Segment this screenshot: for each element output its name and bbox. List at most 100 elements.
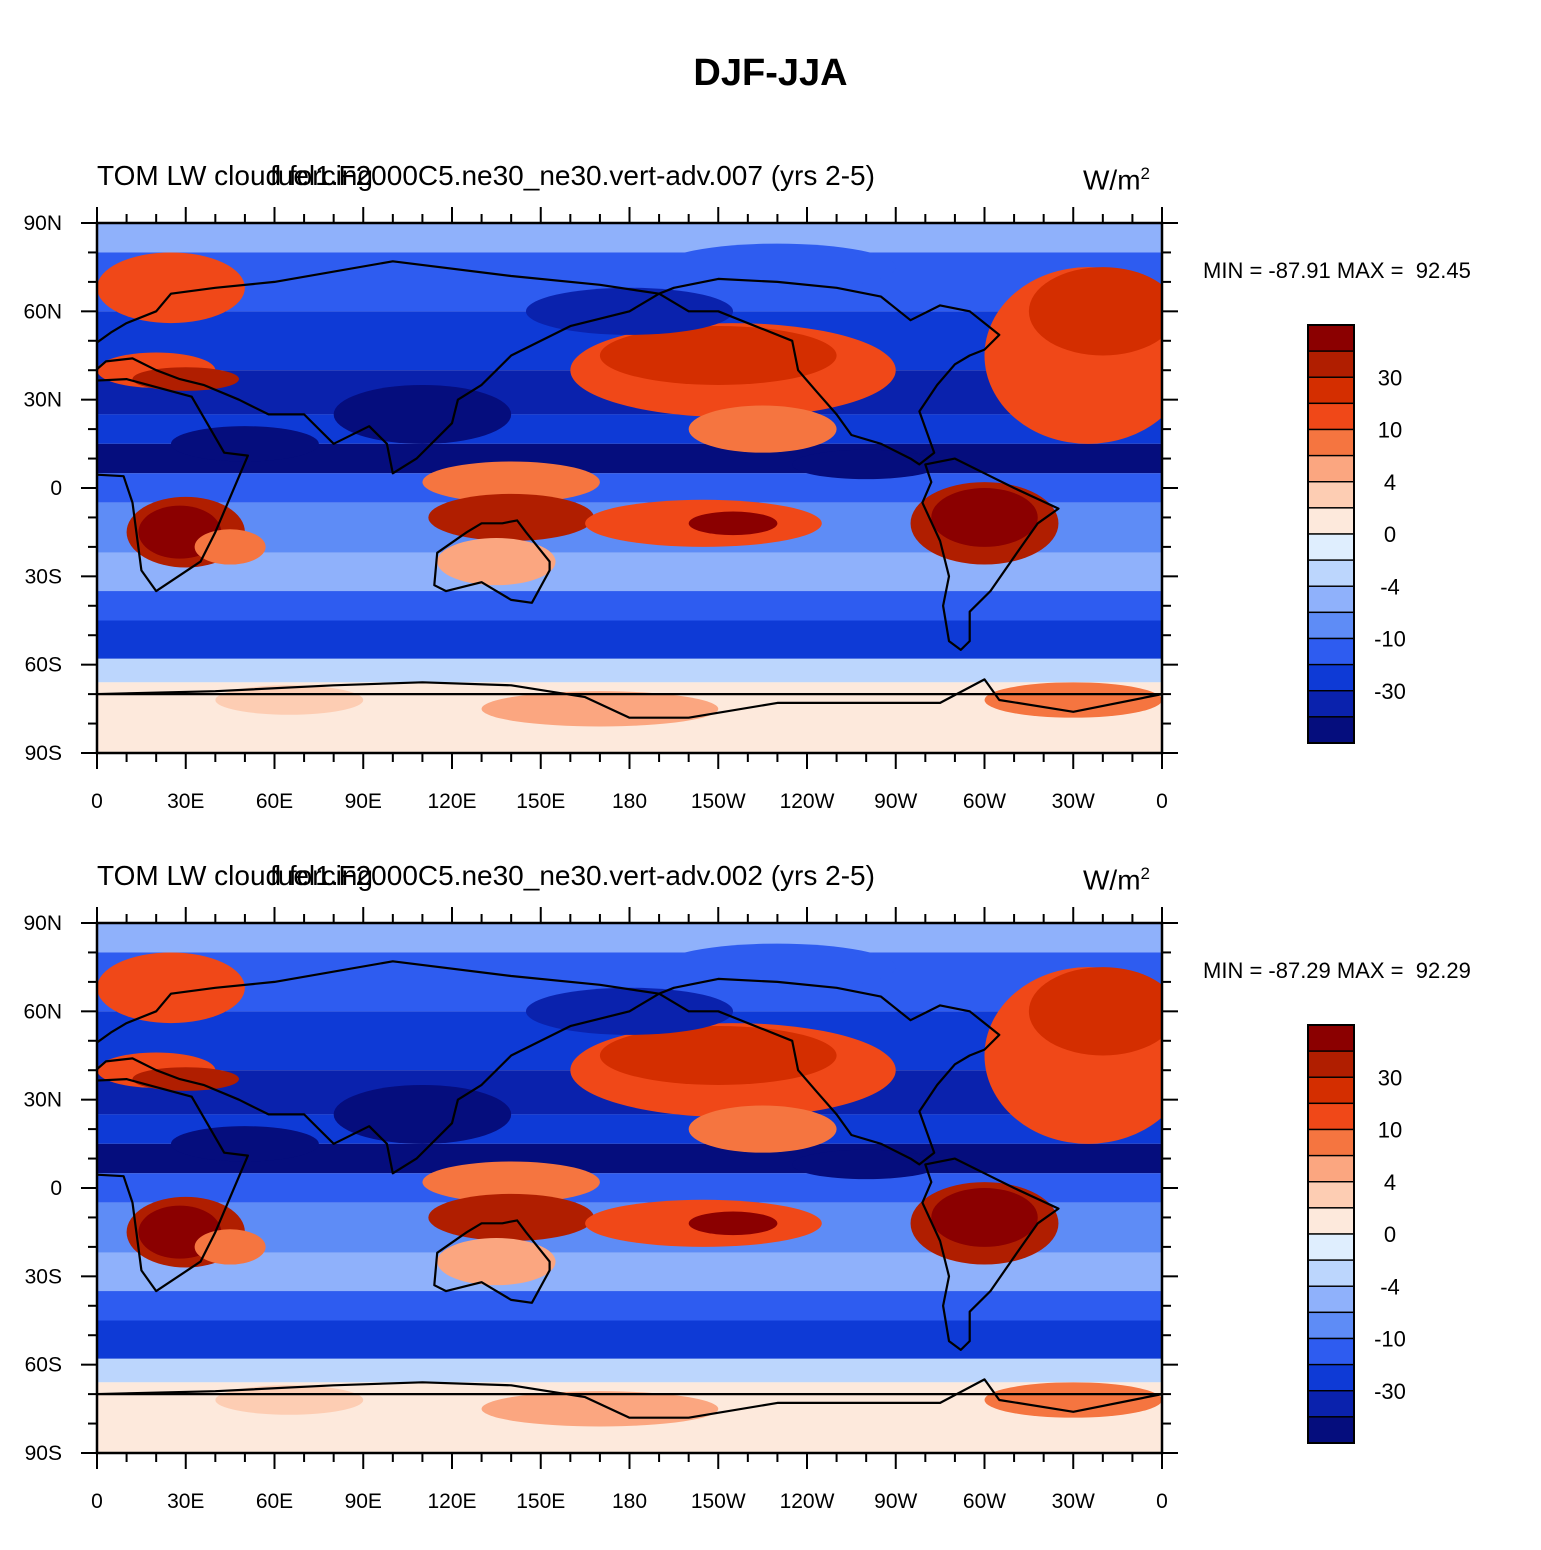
colorbar-swatch — [1307, 559, 1355, 587]
colorbar-swatch — [1307, 376, 1355, 405]
lat-tick-label: 30S — [25, 565, 62, 588]
lon-tick-label: 60E — [256, 790, 293, 813]
lon-tick-label: 90E — [345, 1490, 382, 1513]
colorbar-label: 4 — [1384, 1170, 1396, 1195]
lat-tick-label: 30N — [23, 1089, 62, 1112]
contour-region — [984, 682, 1162, 718]
lon-tick-label: 60W — [963, 790, 1006, 813]
colorbar-label: 10 — [1378, 418, 1402, 443]
contour-region — [984, 1382, 1162, 1418]
lat-tick-label: 30N — [23, 389, 62, 412]
colorbar-swatch — [1307, 1050, 1355, 1078]
colorbar-swatch — [1307, 1416, 1355, 1444]
coastline — [921, 457, 1060, 651]
contour-region — [215, 685, 364, 715]
contour-region — [97, 252, 245, 324]
colorbar-swatch — [1307, 716, 1355, 744]
colorbar-swatch — [1307, 454, 1355, 483]
lon-tick-label: 120W — [780, 790, 835, 813]
contour-region — [437, 1238, 556, 1286]
lat-tick-label: 60N — [23, 1000, 62, 1023]
colorbar-swatch — [1307, 402, 1355, 431]
contour-region — [132, 1067, 239, 1091]
colorbar-label: -10 — [1374, 1327, 1406, 1352]
lat-tick-label: 90N — [23, 912, 62, 935]
colorbar-swatch — [1307, 585, 1355, 614]
colorbar-label: -30 — [1374, 1379, 1406, 1404]
lon-tick-label: 30E — [167, 1490, 204, 1513]
figure-title: DJF-JJA — [693, 52, 848, 94]
contour-region — [333, 384, 512, 444]
colorbar-swatch — [1307, 350, 1355, 378]
colorbar-swatch — [1307, 1259, 1355, 1287]
map-panel-bottom: TOM LW cloud forcing fuel1.F2000C5.ne30_… — [0, 850, 1541, 1550]
units-label: W/m2 — [1083, 864, 1150, 896]
coastline — [97, 1078, 249, 1293]
contour-region — [481, 691, 719, 727]
contour-region — [194, 529, 266, 565]
colorbar-label: -4 — [1380, 1274, 1400, 1299]
lat-tick-label: 90N — [23, 212, 62, 235]
colorbar-swatch — [1307, 1076, 1355, 1105]
colorbar-swatch — [1307, 663, 1355, 692]
lon-tick-label: 120E — [427, 1490, 476, 1513]
lon-tick-label: 30E — [167, 790, 204, 813]
panel-variable-title: TOM LW cloud forcing — [97, 860, 373, 891]
lon-tick-label: 0 — [91, 790, 103, 813]
contour-band — [97, 1291, 1162, 1321]
colorbar-label: -4 — [1380, 574, 1400, 599]
colorbar-swatch — [1307, 324, 1355, 352]
contour-region — [1028, 267, 1162, 356]
contour-band — [97, 620, 1162, 659]
lon-tick-label: 150W — [691, 790, 746, 813]
contour-region — [688, 1211, 778, 1236]
lat-tick-label: 60S — [25, 654, 62, 677]
coastline — [97, 378, 249, 593]
lon-tick-label: 30W — [1052, 1490, 1095, 1513]
coastline — [657, 277, 1001, 466]
contour-region — [437, 538, 556, 586]
contour-band — [97, 923, 1162, 953]
colorbar-swatch — [1307, 1233, 1355, 1261]
contour-map: 90N 60N 30N 0 30S 60S 90S 0 30E 60E 90E 120E 150E 180… — [23, 907, 1406, 1513]
units-label: W/m2 — [1083, 164, 1150, 196]
contour-region — [792, 1149, 941, 1180]
lat-tick-label: 60N — [23, 300, 62, 323]
map-fill — [97, 223, 1162, 753]
lat-tick-label: 90S — [25, 1442, 62, 1465]
lon-tick-label: 60E — [256, 1490, 293, 1513]
contour-region — [215, 1385, 364, 1415]
colorbar-label: 30 — [1378, 1065, 1402, 1090]
map-panel-top: TOM LW cloud forcing fuel1.F2000C5.ne30_… — [0, 150, 1541, 850]
lon-tick-label: 0 — [1156, 790, 1168, 813]
coastline — [657, 977, 1001, 1166]
lon-tick-label: 90W — [874, 790, 917, 813]
colorbar-swatch — [1307, 1363, 1355, 1392]
coastline — [97, 678, 1162, 719]
lat-tick-label: 30S — [25, 1265, 62, 1288]
colorbar-swatch — [1307, 611, 1355, 640]
colorbar-swatch — [1307, 690, 1355, 718]
contour-region — [422, 1161, 600, 1203]
lon-tick-label: 0 — [1156, 1490, 1168, 1513]
contour-region — [194, 1229, 266, 1265]
lon-tick-label: 90W — [874, 1490, 917, 1513]
lon-tick-label: 180 — [612, 1490, 647, 1513]
colorbar-swatch — [1307, 1311, 1355, 1340]
lat-tick-label: 90S — [25, 742, 62, 765]
panel-case-title: fuel1.F2000C5.ne30_ne30.vert-adv.007 (yr… — [270, 160, 875, 191]
contour-region — [481, 1391, 719, 1427]
contour-region — [170, 426, 319, 462]
coastline — [97, 960, 661, 1175]
colorbar-label: -30 — [1374, 679, 1406, 704]
contour-region — [792, 449, 941, 480]
lat-tick-label: 0 — [50, 1177, 62, 1200]
colorbar-swatch — [1307, 533, 1355, 561]
colorbar-label: 10 — [1378, 1118, 1402, 1143]
contour-region — [97, 952, 245, 1024]
contour-region — [1028, 967, 1162, 1056]
colorbar-swatch — [1307, 428, 1355, 457]
contour-band — [97, 223, 1162, 253]
colorbar-label: 30 — [1378, 365, 1402, 390]
contour-region — [333, 1084, 512, 1144]
